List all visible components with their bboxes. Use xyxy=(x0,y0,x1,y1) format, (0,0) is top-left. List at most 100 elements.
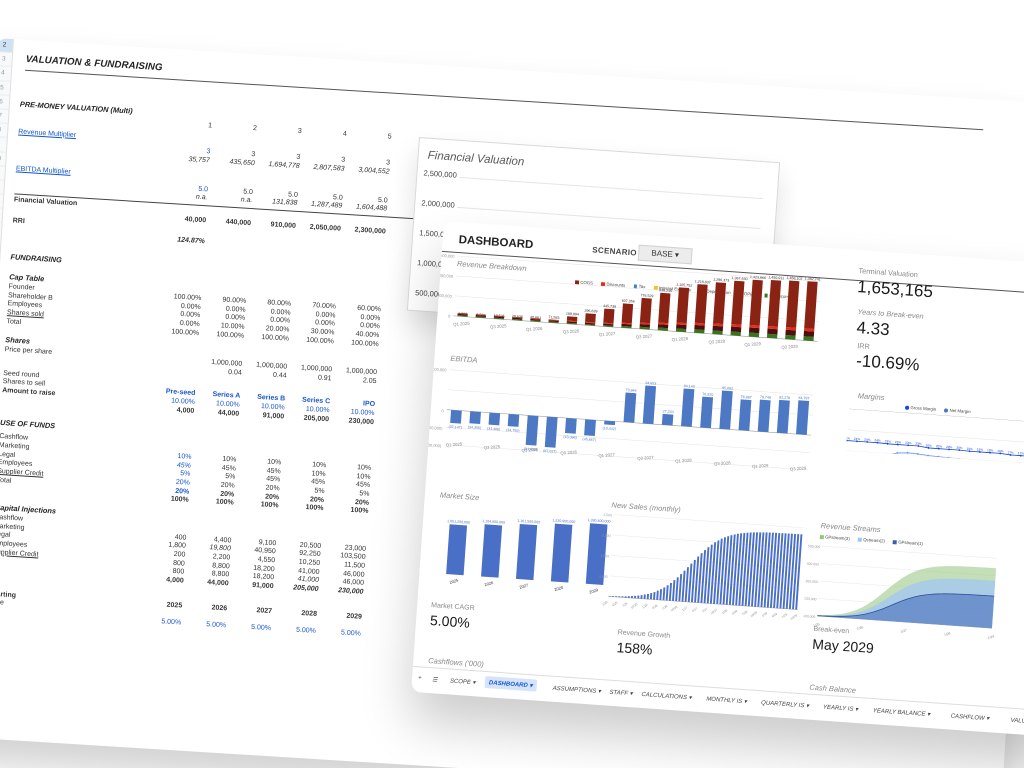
svg-text:76,887: 76,887 xyxy=(741,395,752,400)
svg-text:7/27: 7/27 xyxy=(701,607,708,614)
svg-text:82,278: 82,278 xyxy=(779,395,790,400)
svg-text:776,529: 776,529 xyxy=(640,293,653,298)
svg-text:607,356: 607,356 xyxy=(622,299,635,304)
svg-text:1,105,752: 1,105,752 xyxy=(676,283,692,288)
svg-text:1/27: 1/27 xyxy=(681,605,688,612)
svg-text:71,583: 71,583 xyxy=(548,315,559,320)
svg-text:296,639: 296,639 xyxy=(584,309,597,314)
svg-text:19%: 19% xyxy=(977,447,984,451)
svg-text:1,482,741: 1,482,741 xyxy=(805,276,821,281)
svg-text:1/28: 1/28 xyxy=(721,608,728,615)
svg-text:20%: 20% xyxy=(956,446,963,450)
svg-text:79,749: 79,749 xyxy=(760,395,771,400)
svg-text:17%: 17% xyxy=(1018,451,1024,455)
svg-text:24%: 24% xyxy=(846,436,850,440)
svg-text:1,218,837: 1,218,837 xyxy=(695,279,711,284)
svg-text:27,244: 27,244 xyxy=(663,409,674,414)
svg-text:2029: 2029 xyxy=(589,587,600,594)
svg-text:1,161,500,000: 1,161,500,000 xyxy=(517,519,540,525)
svg-text:1,220,900,000: 1,220,900,000 xyxy=(552,518,575,524)
svg-text:73,844: 73,844 xyxy=(626,388,637,393)
svg-text:19%: 19% xyxy=(987,448,994,452)
svg-text:4/26: 4/26 xyxy=(651,603,658,610)
svg-text:(10,442): (10,442) xyxy=(602,426,616,431)
svg-text:100,000: 100,000 xyxy=(803,614,816,619)
svg-text:10/26: 10/26 xyxy=(670,605,679,613)
svg-text:445,739: 445,739 xyxy=(603,304,616,309)
svg-text:19%: 19% xyxy=(997,449,1004,453)
svg-text:5,569: 5,569 xyxy=(476,313,485,318)
svg-text:40,661: 40,661 xyxy=(530,315,541,320)
svg-text:189,894: 189,894 xyxy=(566,312,579,317)
svg-text:7/28: 7/28 xyxy=(741,610,748,617)
svg-text:24%: 24% xyxy=(874,438,881,442)
svg-text:23%: 23% xyxy=(915,441,922,445)
svg-text:4/25: 4/25 xyxy=(611,600,618,607)
svg-text:10/29: 10/29 xyxy=(789,613,798,621)
svg-text:1,367,630: 1,367,630 xyxy=(731,276,747,281)
svg-text:4/29: 4/29 xyxy=(771,612,778,619)
svg-text:10/28: 10/28 xyxy=(750,610,759,618)
svg-text:1,280,400,000: 1,280,400,000 xyxy=(587,518,610,524)
svg-text:1,000: 1,000 xyxy=(599,574,608,579)
svg-text:(87,027): (87,027) xyxy=(543,449,557,454)
svg-text:300,000: 300,000 xyxy=(805,579,818,584)
svg-text:10/27: 10/27 xyxy=(710,607,719,615)
svg-text:24%: 24% xyxy=(864,437,871,441)
svg-text:2,000: 2,000 xyxy=(602,533,611,538)
svg-text:1,450,011: 1,450,011 xyxy=(768,275,784,280)
svg-text:(34,486): (34,486) xyxy=(487,427,501,432)
svg-text:100,000: 100,000 xyxy=(432,367,448,373)
svg-text:1,500: 1,500 xyxy=(600,554,609,559)
svg-text:100%: 100% xyxy=(846,409,848,412)
svg-text:4/27: 4/27 xyxy=(691,606,698,613)
svg-text:938,246: 938,246 xyxy=(659,288,672,293)
svg-text:500,000: 500,000 xyxy=(437,293,453,299)
svg-text:1,423,966: 1,423,966 xyxy=(750,275,766,280)
svg-text:(50,000): (50,000) xyxy=(427,425,443,431)
svg-text:2027: 2027 xyxy=(519,582,530,589)
svg-text:1,104,000,000: 1,104,000,000 xyxy=(482,519,505,525)
svg-text:10/25: 10/25 xyxy=(630,602,639,610)
svg-text:200,000: 200,000 xyxy=(804,597,817,602)
svg-text:94,143: 94,143 xyxy=(684,384,695,389)
svg-text:(37,147): (37,147) xyxy=(448,425,462,430)
svg-text:1,468,102: 1,468,102 xyxy=(786,276,802,281)
svg-text:(34,356): (34,356) xyxy=(468,425,482,430)
svg-text:0: 0 xyxy=(448,314,451,319)
svg-text:23%: 23% xyxy=(885,439,892,443)
svg-text:17%: 17% xyxy=(1007,450,1014,454)
svg-text:76,920: 76,920 xyxy=(702,392,713,397)
svg-text:1,296,373: 1,296,373 xyxy=(713,278,729,283)
svg-text:95,892: 95,892 xyxy=(722,386,733,391)
svg-text:1/26: 1/26 xyxy=(641,603,648,610)
svg-text:500,000: 500,000 xyxy=(808,544,821,549)
svg-text:1,989: 1,989 xyxy=(458,312,467,317)
svg-text:1/29: 1/29 xyxy=(987,634,995,640)
svg-text:84,797: 84,797 xyxy=(798,396,809,401)
svg-text:7/29: 7/29 xyxy=(781,612,788,619)
svg-text:1/29: 1/29 xyxy=(761,611,768,618)
svg-text:1,051,200,000: 1,051,200,000 xyxy=(447,519,470,525)
svg-text:0: 0 xyxy=(441,408,444,413)
svg-text:24%: 24% xyxy=(854,437,861,441)
svg-text:23%: 23% xyxy=(905,441,912,445)
svg-text:(43,096): (43,096) xyxy=(563,435,577,440)
svg-text:7/26: 7/26 xyxy=(661,604,668,611)
svg-text:29,636: 29,636 xyxy=(512,314,523,319)
svg-text:(34,750): (34,750) xyxy=(506,428,520,433)
svg-text:1/25: 1/25 xyxy=(601,600,608,607)
svg-text:2025: 2025 xyxy=(449,577,460,584)
svg-text:2,500: 2,500 xyxy=(603,513,612,518)
svg-text:1/26: 1/26 xyxy=(856,625,864,631)
svg-text:7/25: 7/25 xyxy=(621,601,628,608)
svg-text:20%: 20% xyxy=(925,443,932,447)
svg-text:13,525: 13,525 xyxy=(494,314,505,319)
svg-text:19%: 19% xyxy=(966,447,973,451)
svg-text:(45,667): (45,667) xyxy=(582,437,596,442)
svg-text:1/27: 1/27 xyxy=(900,628,908,634)
svg-text:20%: 20% xyxy=(946,445,953,449)
svg-text:2028: 2028 xyxy=(554,585,565,592)
svg-text:2026: 2026 xyxy=(484,580,495,587)
svg-text:23%: 23% xyxy=(895,440,902,444)
